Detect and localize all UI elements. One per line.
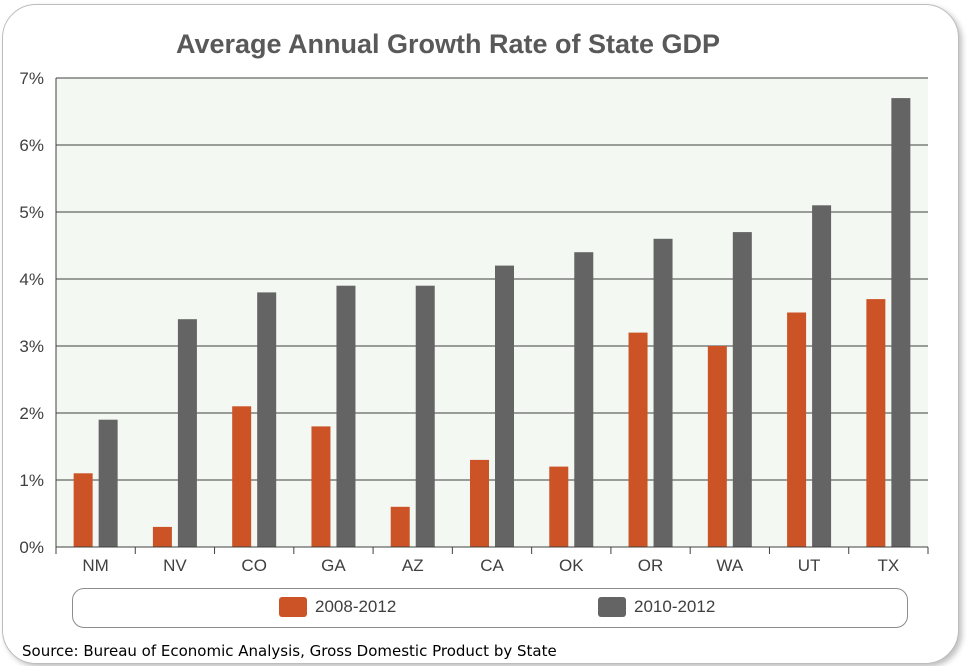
- x-tick-label: CA: [480, 556, 504, 575]
- y-tick-label: 2%: [19, 404, 44, 423]
- legend-label-series-2: 2010-2012: [634, 597, 716, 616]
- legend-item-series-2: 2010-2012: [598, 597, 715, 617]
- bar-2010-2012-NM: [98, 419, 118, 547]
- y-tick-label: 5%: [19, 203, 44, 222]
- x-tick-label: OK: [559, 556, 584, 575]
- y-tick-label: 4%: [19, 270, 44, 289]
- x-tick-label: TX: [877, 556, 899, 575]
- y-tick-label: 3%: [19, 337, 44, 356]
- chart-card: Average Annual Growth Rate of State GDP …: [2, 4, 959, 664]
- x-tick-label: OR: [638, 556, 664, 575]
- chart-legend: 2008-2012 2010-2012: [72, 588, 908, 628]
- y-tick-label: 6%: [19, 136, 44, 155]
- plot-area: [56, 78, 928, 547]
- x-tick-label: AZ: [402, 556, 424, 575]
- bar-2008-2012-CA: [470, 459, 489, 547]
- x-tick-label: GA: [321, 556, 346, 575]
- bar-2008-2012-OR: [628, 332, 648, 547]
- bar-2010-2012-OK: [574, 252, 594, 547]
- bar-2010-2012-OR: [653, 238, 673, 548]
- legend-item-series-1: 2008-2012: [279, 597, 396, 617]
- legend-swatch-series-1: [279, 597, 307, 617]
- bar-2010-2012-CA: [495, 265, 514, 547]
- bar-2010-2012-AZ: [415, 285, 435, 547]
- bar-2010-2012-WA: [732, 232, 752, 547]
- bar-2008-2012-AZ: [390, 506, 410, 547]
- bar-2010-2012-GA: [336, 285, 356, 547]
- legend-swatch-series-2: [598, 597, 626, 617]
- legend-label-series-1: 2008-2012: [315, 597, 397, 616]
- bar-2010-2012-CO: [257, 292, 277, 547]
- bar-2010-2012-TX: [891, 98, 911, 547]
- bar-2008-2012-OK: [549, 466, 569, 547]
- bar-2008-2012-TX: [866, 299, 886, 547]
- y-tick-label: 7%: [19, 69, 44, 88]
- bar-2008-2012-NM: [73, 473, 93, 547]
- bar-2010-2012-NV: [177, 319, 197, 547]
- bar-chart-plot: 0% 1% 2% 3% 4% 5% 6% 7% NM NV CO GA AZ CA OK OR WA UT TX: [19, 69, 929, 575]
- bar-2008-2012-WA: [707, 346, 727, 547]
- x-tick-label: NM: [82, 556, 108, 575]
- bar-2008-2012-NV: [152, 526, 172, 547]
- bar-2008-2012-CO: [232, 406, 252, 547]
- bar-2010-2012-UT: [812, 205, 832, 548]
- source-note: Source: Bureau of Economic Analysis, Gro…: [22, 642, 557, 660]
- y-tick-label: 1%: [19, 471, 44, 490]
- y-tick-label: 0%: [19, 538, 44, 557]
- x-tick-label: NV: [163, 556, 187, 575]
- x-tick-label: UT: [798, 556, 821, 575]
- bar-2008-2012-UT: [787, 312, 807, 547]
- bar-2008-2012-GA: [311, 426, 331, 547]
- x-tick-label: CO: [241, 556, 267, 575]
- chart-title: Average Annual Growth Rate of State GDP: [175, 29, 721, 59]
- x-tick-label: WA: [716, 556, 743, 575]
